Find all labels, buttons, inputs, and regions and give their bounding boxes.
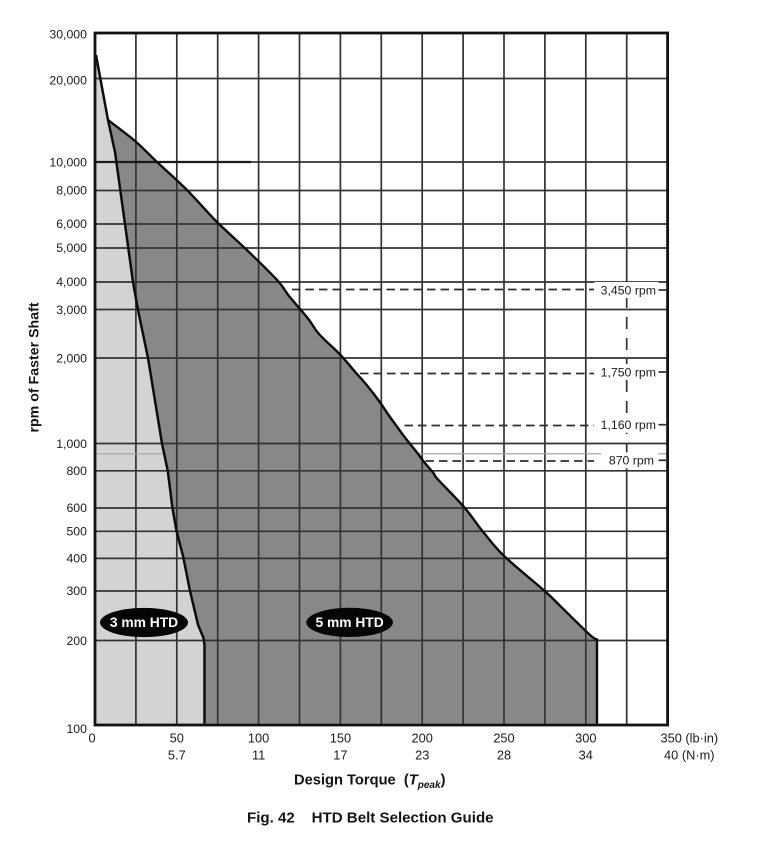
svg-text:100: 100	[66, 722, 87, 736]
svg-text:870 rpm: 870 rpm	[609, 454, 654, 468]
svg-text:4,000: 4,000	[56, 275, 87, 289]
svg-text:300: 300	[66, 584, 87, 598]
svg-text:28: 28	[497, 748, 511, 763]
svg-text:800: 800	[66, 464, 87, 478]
svg-text:600: 600	[66, 501, 87, 515]
svg-text:3,000: 3,000	[56, 303, 87, 317]
svg-text:6,000: 6,000	[56, 217, 87, 231]
svg-text:20,000: 20,000	[49, 74, 87, 88]
svg-text:rpm of Faster Shaft: rpm of Faster Shaft	[27, 302, 43, 432]
svg-text:2,000: 2,000	[56, 352, 87, 366]
svg-text:11: 11	[252, 748, 265, 763]
svg-text:10,000: 10,000	[49, 156, 87, 170]
svg-text:8,000: 8,000	[56, 184, 87, 198]
svg-text:1,160 rpm: 1,160 rpm	[601, 418, 656, 432]
svg-text:150: 150	[330, 731, 351, 746]
svg-text:0: 0	[88, 731, 95, 746]
svg-text:34: 34	[579, 748, 593, 763]
svg-text:250: 250	[493, 731, 514, 746]
svg-text:30,000: 30,000	[49, 28, 87, 42]
svg-text:350 (lb·in): 350 (lb·in)	[660, 731, 718, 746]
svg-text:200: 200	[412, 731, 433, 746]
svg-text:Design Torque (Tpeak): Design Torque (Tpeak)	[294, 773, 446, 792]
svg-text:400: 400	[66, 552, 87, 566]
svg-text:50: 50	[170, 731, 184, 746]
svg-text:23: 23	[415, 748, 429, 763]
svg-text:Fig. 42 HTD Belt Selection: Fig. 42 HTD Belt Selection Guide	[247, 810, 494, 827]
svg-text:100: 100	[248, 731, 269, 746]
svg-text:17: 17	[333, 748, 347, 763]
svg-text:40 (N·m): 40 (N·m)	[664, 748, 714, 763]
svg-text:1,000: 1,000	[56, 437, 87, 451]
svg-text:5,000: 5,000	[56, 241, 87, 255]
svg-text:5 mm HTD: 5 mm HTD	[315, 615, 383, 630]
svg-text:5.7: 5.7	[168, 748, 186, 763]
svg-text:1,750 rpm: 1,750 rpm	[601, 365, 656, 379]
svg-text:300: 300	[575, 731, 596, 746]
svg-text:3,450 rpm: 3,450 rpm	[601, 283, 656, 297]
svg-text:200: 200	[66, 634, 87, 648]
svg-text:3 mm HTD: 3 mm HTD	[110, 615, 178, 630]
svg-text:500: 500	[66, 525, 87, 539]
